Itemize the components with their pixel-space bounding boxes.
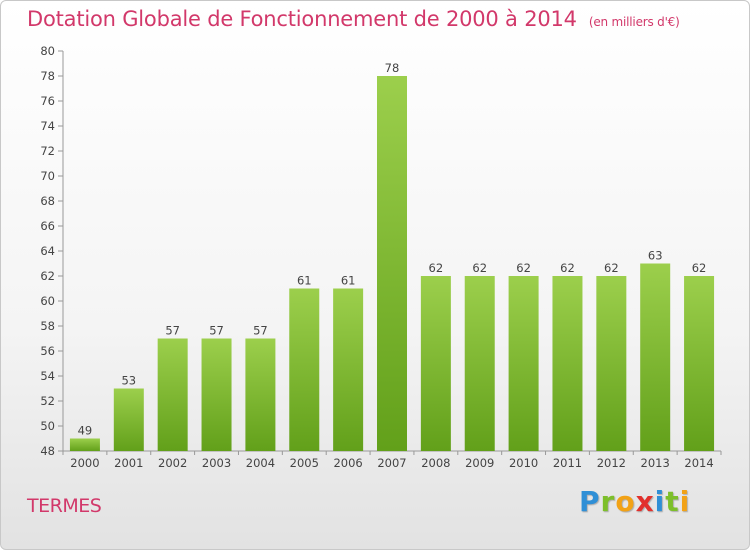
y-tick-label: 76 [40,94,55,108]
bar-value-label: 49 [78,424,93,438]
bar [333,288,364,451]
bar [552,276,583,451]
bar-value-label: 57 [165,324,180,338]
proxiti-logo: Proxiti [579,485,690,518]
x-tick-label: 2003 [202,456,231,470]
bar [289,288,320,451]
bar-value-label: 62 [560,261,575,275]
bar [245,338,276,451]
y-tick-label: 56 [40,344,55,358]
x-tick-label: 2014 [684,456,713,470]
y-tick-label: 72 [40,144,55,158]
y-tick-label: 48 [40,444,55,458]
commune-name: TERMES [27,495,102,517]
y-tick-label: 78 [40,69,55,83]
bar [508,276,539,451]
y-tick-label: 68 [40,194,55,208]
x-tick-label: 2013 [641,456,670,470]
bar-value-label: 61 [297,274,312,288]
bar-value-label: 57 [253,324,268,338]
bar-value-label: 61 [341,274,356,288]
x-tick-label: 2000 [70,456,99,470]
bar [69,438,100,451]
bar-value-label: 62 [472,261,487,275]
bar [113,388,144,451]
bar [640,263,671,451]
chart-axes: 48 50 52 54 56 58 60 62 64 66 68 70 72 74 76 78 80 2000 20… [40,44,722,470]
logo-letter: r [600,485,616,518]
x-tick-label: 2004 [246,456,275,470]
y-tick-label: 80 [40,44,55,58]
x-tick-label: 2012 [597,456,626,470]
bar [684,276,715,451]
bar-value-label: 78 [385,61,400,75]
y-tick-label: 62 [40,269,55,283]
bar [464,276,495,451]
bar [420,276,451,451]
y-tick-label: 58 [40,319,55,333]
bar-value-label: 53 [121,374,136,388]
bar [201,338,232,451]
bar-value-label: 62 [692,261,707,275]
y-tick-label: 52 [40,394,55,408]
y-tick-label: 54 [40,369,55,383]
x-tick-label: 2010 [509,456,538,470]
y-tick-label: 64 [40,244,55,258]
x-tick-label: 2006 [333,456,362,470]
x-tick-label: 2001 [114,456,143,470]
bar [596,276,627,451]
bar-value-label: 62 [604,261,619,275]
bar-value-label: 62 [429,261,444,275]
chart-bars: 49 53 57 57 57 61 61 78 62 62 62 62 62 63 62 [69,61,715,451]
y-tick-label: 74 [40,119,55,133]
bar [157,338,188,451]
logo-letter: x [635,485,655,518]
logo-letter: o [615,485,636,518]
bar [377,76,407,451]
x-tick-label: 2011 [553,456,582,470]
bar-value-label: 57 [209,324,224,338]
y-tick-label: 50 [40,419,55,433]
x-tick-label: 2002 [158,456,187,470]
x-tick-label: 2005 [290,456,319,470]
y-tick-label: 60 [40,294,55,308]
logo-letter: i [679,485,691,518]
logo-letter: t [665,485,680,518]
bar-value-label: 63 [648,249,663,263]
logo-letter: P [579,485,601,518]
x-tick-label: 2008 [421,456,450,470]
chart-subtitle: (en milliers d'€) [588,15,680,29]
chart-title: Dotation Globale de Fonctionnement de 20… [27,7,680,31]
logo-letter: i [654,485,666,518]
x-tick-label: 2009 [465,456,494,470]
bar-value-label: 62 [516,261,531,275]
y-tick-label: 66 [40,219,55,233]
x-tick-label: 2007 [377,456,406,470]
y-tick-label: 70 [40,169,55,183]
